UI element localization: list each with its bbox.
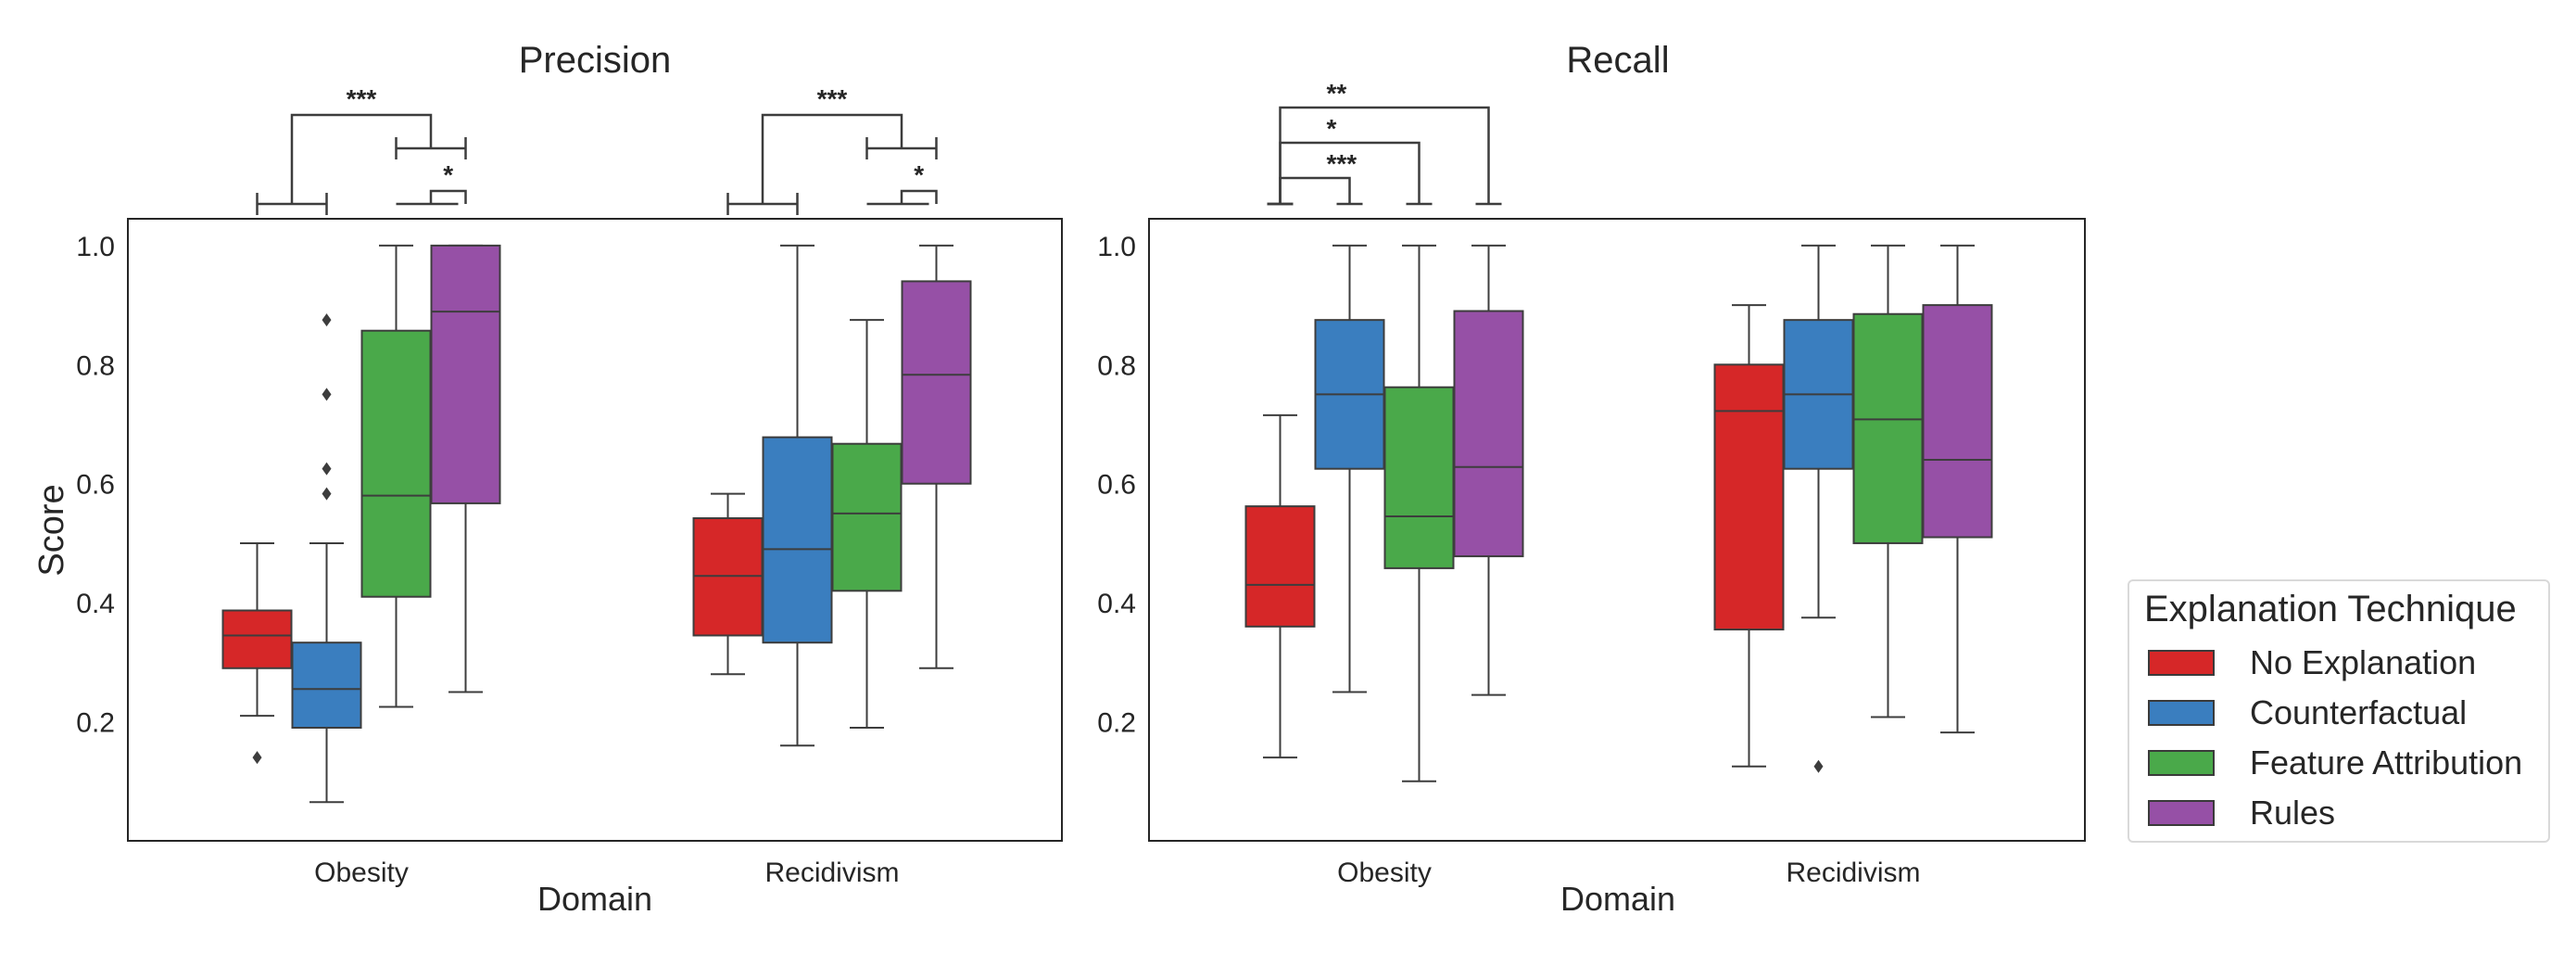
y-axis-label: Score xyxy=(32,484,71,576)
outlier-point xyxy=(322,313,332,327)
box-feature-attribution xyxy=(1383,386,1455,569)
outlier-point xyxy=(322,487,332,501)
legend-label: Rules xyxy=(2250,794,2336,832)
y-tick-label: 0.8 xyxy=(1097,350,1136,381)
legend-label: Counterfactual xyxy=(2250,693,2468,731)
outlier-point xyxy=(1813,759,1824,773)
x-tick-label: Obesity xyxy=(314,858,409,888)
significance-bracket xyxy=(761,113,903,204)
recall-panel: Recall Domain 0.2 0.4 0.6 0.8 1.0 Obesity Reci… xyxy=(1097,40,2086,918)
box-counterfactual xyxy=(291,642,362,730)
legend-item-no-explanation: No Explanation xyxy=(2148,642,2476,683)
significance-bracket xyxy=(1279,106,1490,204)
significance-bracket xyxy=(396,189,467,206)
recall-title: Recall xyxy=(1566,40,1669,81)
significance-stars: *** xyxy=(1327,149,1357,178)
y-tick-label: 0.6 xyxy=(76,470,115,501)
significance-stars: * xyxy=(443,160,453,189)
y-tick-label: 0.6 xyxy=(1097,470,1136,501)
box-rules xyxy=(901,280,972,485)
legend-swatch xyxy=(2148,800,2215,826)
box-counterfactual xyxy=(762,436,833,644)
plot-area-frame xyxy=(127,218,1063,842)
precision-panel: Precision Domain Score 0.2 0.4 0.6 0.8 1.0 Ob… xyxy=(32,40,1063,918)
legend: Explanation Technique No Explanation Cou… xyxy=(2128,579,2550,843)
significance-stars: *** xyxy=(347,84,377,113)
precision-xlabel: Domain xyxy=(537,880,652,918)
y-tick-label: 1.0 xyxy=(76,232,115,262)
x-tick-label: Recidivism xyxy=(1786,858,1920,888)
legend-swatch xyxy=(2148,700,2215,726)
legend-swatch xyxy=(2148,650,2215,676)
significance-stars: *** xyxy=(817,84,848,113)
box-no-explanation xyxy=(221,609,293,669)
x-tick-label: Recidivism xyxy=(764,858,899,888)
legend-label: No Explanation xyxy=(2250,643,2477,681)
y-tick-label: 0.4 xyxy=(76,589,115,619)
legend-swatch xyxy=(2148,750,2215,776)
significance-stars: * xyxy=(1327,114,1337,143)
y-tick-label: 0.2 xyxy=(1097,708,1136,739)
box-no-explanation xyxy=(1244,505,1316,628)
significance-stars: * xyxy=(914,160,924,189)
outlier-point xyxy=(252,751,262,765)
outlier-point xyxy=(322,388,332,401)
y-tick-label: 1.0 xyxy=(1097,232,1136,262)
significance-bracket xyxy=(290,113,433,204)
legend-item-rules: Rules xyxy=(2148,793,2335,833)
plot-area-frame xyxy=(1148,218,2086,842)
legend-label: Feature Attribution xyxy=(2250,743,2523,781)
legend-title: Explanation Technique xyxy=(2144,589,2517,629)
box-rules xyxy=(1922,304,1993,539)
legend-item-feature-attribution: Feature Attribution xyxy=(2148,743,2522,783)
box-feature-attribution xyxy=(831,442,903,592)
y-tick-label: 0.8 xyxy=(76,350,115,381)
x-tick-label: Obesity xyxy=(1337,858,1432,888)
box-no-explanation xyxy=(1713,363,1785,631)
box-feature-attribution xyxy=(1852,312,1924,544)
significance-bracket xyxy=(866,189,938,206)
y-tick-label: 0.4 xyxy=(1097,589,1136,619)
significance-bracket xyxy=(1279,176,1351,204)
significance-stars: ** xyxy=(1327,79,1347,108)
outlier-point xyxy=(322,462,332,476)
recall-xlabel: Domain xyxy=(1560,880,1675,918)
y-tick-label: 0.2 xyxy=(76,708,115,739)
legend-item-counterfactual: Counterfactual xyxy=(2148,693,2467,733)
box-rules xyxy=(430,244,501,504)
precision-title: Precision xyxy=(519,40,672,81)
box-rules xyxy=(1453,310,1524,558)
box-feature-attribution xyxy=(360,329,432,598)
